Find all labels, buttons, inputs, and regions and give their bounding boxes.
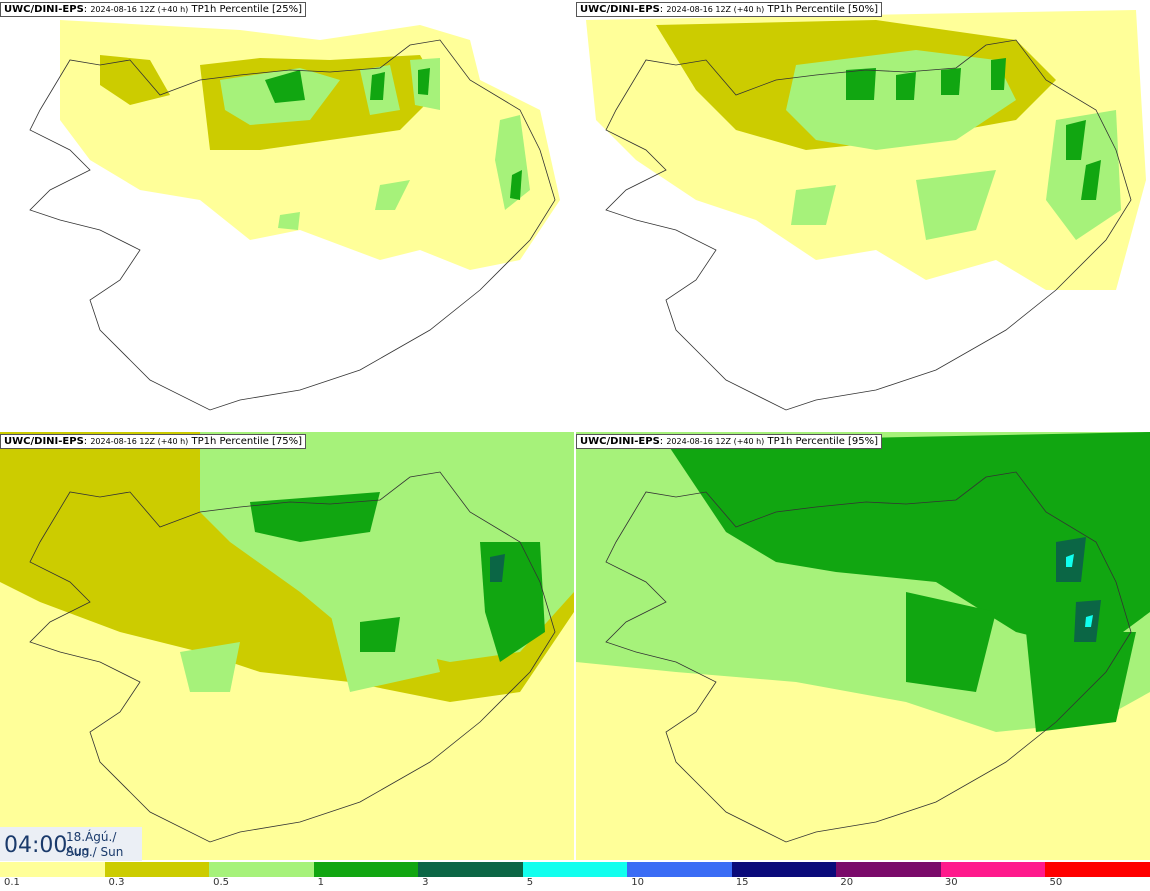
run-label: 2024-08-16 12Z (+40 h) (666, 437, 765, 446)
colorbar-label: 10 (631, 877, 644, 888)
colorbar-labels: 0.1 0.3 0.5 1 3 5 10 15 20 30 50 (0, 877, 1150, 891)
colorbar-label: 20 (840, 877, 854, 888)
colorbar-label: 5 (526, 877, 534, 888)
model-label: UWC/DINI-EPS (4, 4, 84, 15)
precip-green (846, 58, 1101, 200)
valid-time-box: 04:00 18.Ágú./ Aug Sun./ Sun (0, 827, 142, 861)
panel-title: UWC/DINI-EPS: 2024-08-16 12Z (+40 h) TP1… (576, 434, 883, 449)
panel-title: UWC/DINI-EPS: 2024-08-16 12Z (+40 h) TP1… (0, 2, 307, 17)
precip-green (666, 432, 1150, 732)
model-label: UWC/DINI-EPS (580, 436, 660, 447)
colorbar-swatch (209, 862, 314, 877)
precip-map-50 (586, 10, 1146, 411)
colorbar-label: 50 (1049, 877, 1063, 888)
coastline (605, 471, 1132, 843)
run-label: 2024-08-16 12Z (+40 h) (90, 437, 189, 446)
run-label: 2024-08-16 12Z (+40 h) (90, 5, 189, 14)
coastline (29, 471, 556, 843)
colorbar-swatch (627, 862, 732, 877)
colorbar-swatch (940, 862, 1046, 877)
valid-date: 18.Ágú./ Aug (66, 830, 117, 858)
colorbar-swatch (731, 862, 837, 877)
colorbar-swatch (104, 862, 210, 877)
run-label: 2024-08-16 12Z (+40 h) (666, 5, 765, 14)
precip-map-95 (576, 432, 1150, 860)
colorbar-label: 1 (317, 877, 324, 888)
colorbar-swatch (418, 862, 523, 877)
panel-title: UWC/DINI-EPS: 2024-08-16 12Z (+40 h) TP1… (0, 434, 307, 449)
coastline (605, 39, 1132, 411)
panel-title: UWC/DINI-EPS: 2024-08-16 12Z (+40 h) TP1… (576, 2, 883, 17)
colorbar-swatch (522, 862, 628, 877)
colorbar-swatch (313, 862, 419, 877)
precip-map-25 (29, 20, 560, 411)
colorbar-swatch (0, 862, 105, 877)
colorbar-swatch (836, 862, 941, 877)
colorbar-label: 0.1 (4, 877, 20, 888)
colorbar-label: 3 (422, 877, 429, 888)
map-panel-50: UWC/DINI-EPS: 2024-08-16 12Z (+40 h) TP1… (576, 0, 1150, 428)
precip-map-75 (0, 432, 574, 860)
field-label: TP1h Percentile [50%] (767, 4, 879, 15)
map-panel-95: UWC/DINI-EPS: 2024-08-16 12Z (+40 h) TP1… (576, 432, 1150, 860)
colorbar-swatch (1045, 862, 1150, 877)
field-label: TP1h Percentile [25%] (191, 4, 303, 15)
precip-darkgreen (490, 554, 505, 582)
field-label: TP1h Percentile [95%] (767, 436, 879, 447)
coastline (29, 39, 556, 411)
colorbar-label: 0.3 (108, 877, 125, 888)
model-label: UWC/DINI-EPS (4, 436, 84, 447)
valid-time: 04:00 (4, 833, 68, 858)
model-label: UWC/DINI-EPS (580, 4, 660, 15)
precip-yellow (60, 20, 560, 270)
precip-cyan (1066, 554, 1093, 627)
colorbar-label: 30 (944, 877, 958, 888)
field-label: TP1h Percentile [75%] (191, 436, 303, 447)
colorbar-label: 15 (735, 877, 749, 888)
map-panel-75: UWC/DINI-EPS: 2024-08-16 12Z (+40 h) TP1… (0, 432, 574, 860)
precip-green (265, 68, 522, 200)
map-panel-25: UWC/DINI-EPS: 2024-08-16 12Z (+40 h) TP1… (0, 0, 574, 428)
colorbar-label: 0.5 (213, 877, 229, 888)
colorbar (0, 862, 1150, 877)
valid-day: Sun./ Sun (66, 845, 124, 859)
